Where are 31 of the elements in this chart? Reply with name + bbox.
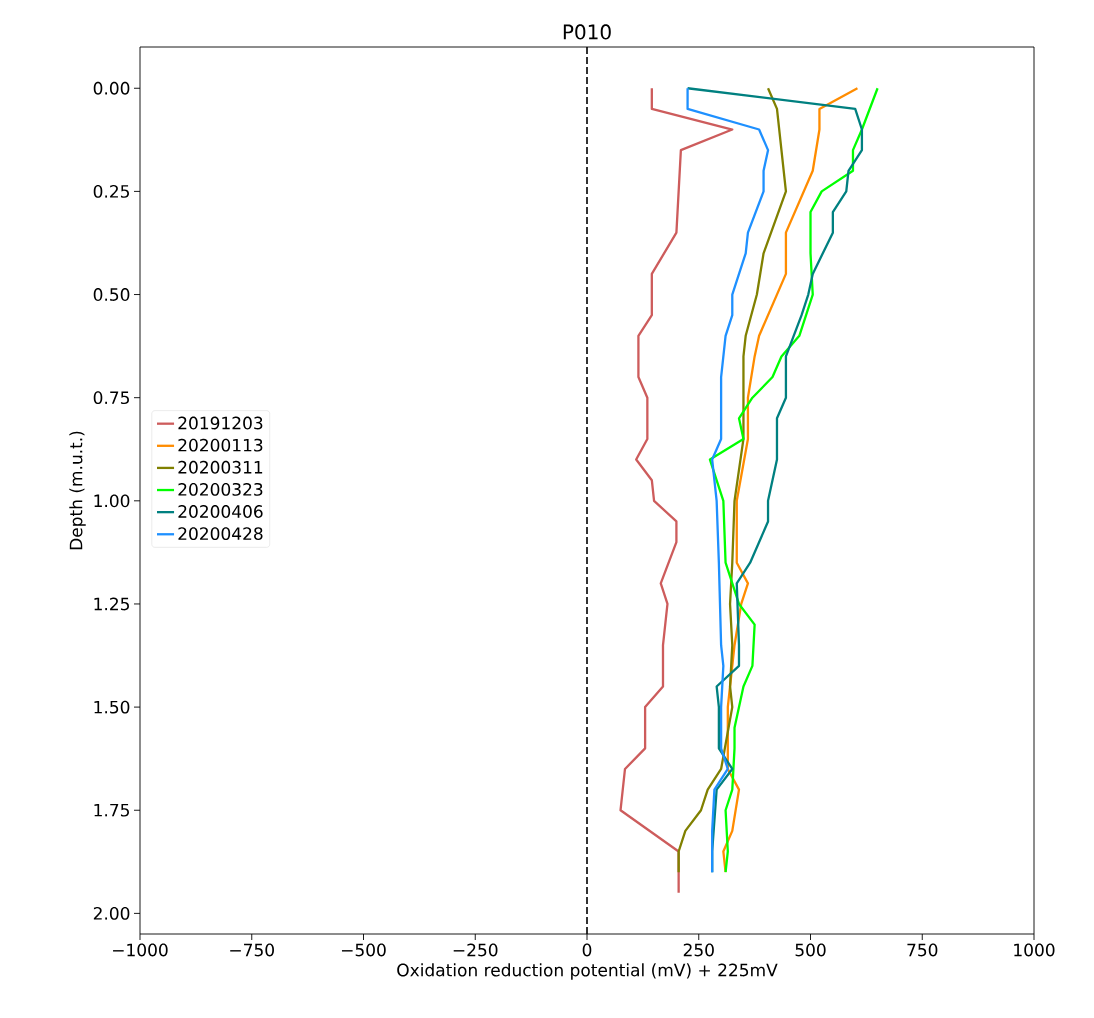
x-tick-label: −500 (341, 943, 386, 957)
legend-label: 20191203 (178, 416, 263, 430)
line-series (708, 87, 879, 874)
y-tick-label: 0.00 (93, 81, 130, 95)
y-tick-label: 2.00 (93, 906, 130, 920)
legend-label: 20200113 (178, 438, 263, 452)
y-tick-label: 1.75 (94, 803, 129, 817)
legend-label: 20200406 (178, 505, 263, 518)
x-tick-label: 500 (795, 943, 826, 957)
x-tick-label: −1000 (113, 943, 168, 957)
x-tick-label: −750 (230, 943, 274, 957)
y-tick-label: 0.25 (93, 184, 129, 198)
x-tick-label: 1000 (1014, 943, 1055, 957)
x-tick-label: −250 (453, 943, 498, 957)
chart-title: P010 (563, 24, 611, 40)
legend-label: 20200323 (178, 482, 263, 496)
y-axis-title: Depth (m.u.t.) (69, 431, 86, 550)
line-series (686, 87, 770, 874)
x-tick-label: 750 (907, 943, 938, 957)
y-tick-label: 0.50 (93, 288, 130, 301)
line-series (722, 87, 859, 874)
x-tick-label: 0 (582, 943, 592, 957)
y-tick-label: 1.00 (94, 494, 130, 508)
line-series (619, 87, 734, 894)
y-tick-label: 0.75 (93, 391, 129, 405)
legend-label: 20200311 (178, 460, 263, 474)
y-tick-label: 1.25 (94, 597, 129, 611)
x-axis-title: Oxidation reduction potential (mV) + 225mV (397, 963, 778, 980)
y-tick-label: 1.50 (94, 700, 130, 714)
x-tick-label: 250 (683, 943, 714, 957)
legend-label: 20200428 (178, 527, 263, 541)
